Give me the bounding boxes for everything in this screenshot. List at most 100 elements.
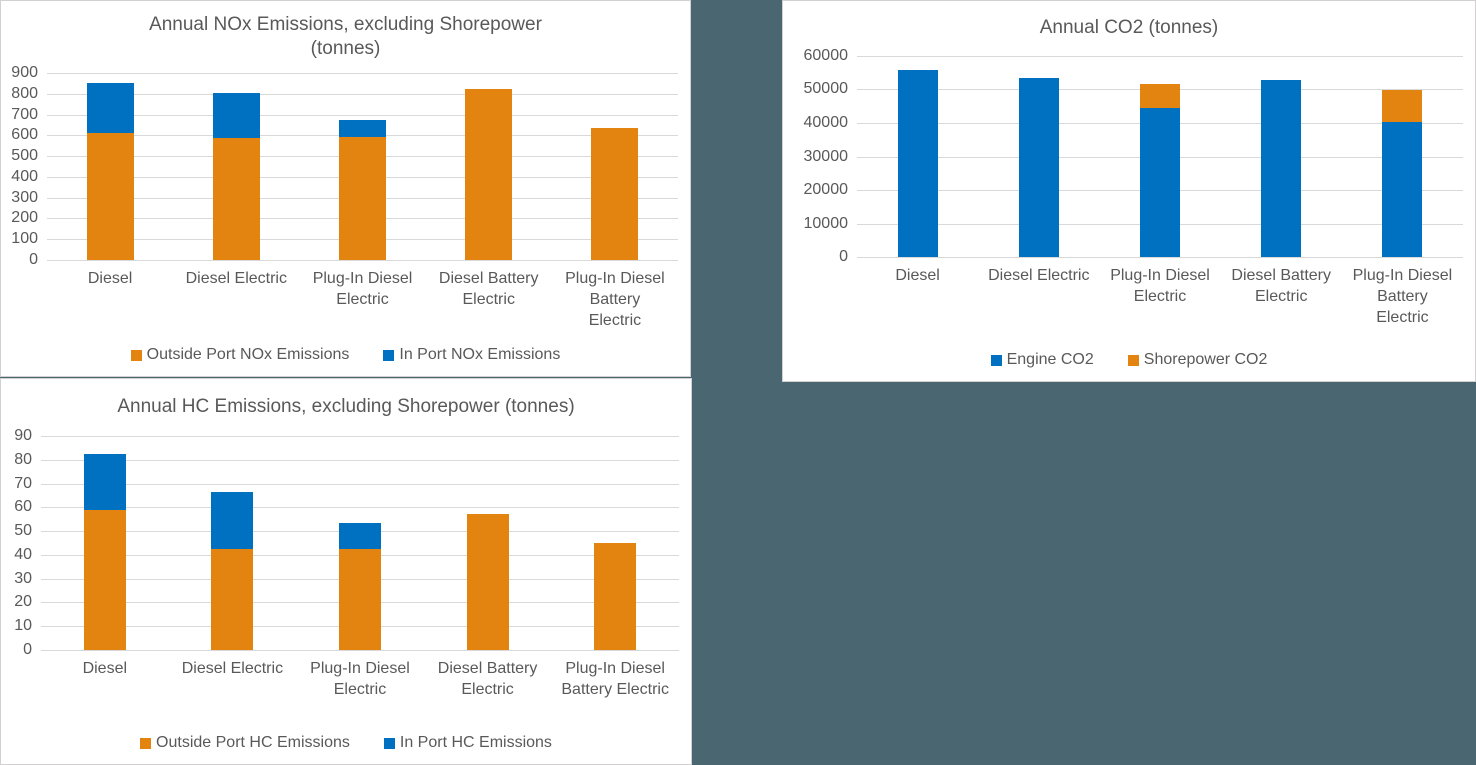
bar-segment <box>1261 80 1302 257</box>
chart-title-line: (tonnes) <box>310 38 381 59</box>
y-axis-tick-label: 20000 <box>803 180 849 198</box>
bar-column <box>47 73 173 260</box>
y-axis-tick-label: 70 <box>14 474 32 492</box>
category-label-line: Electric <box>588 311 642 329</box>
bar-segment <box>594 543 637 650</box>
legend-label: Engine CO2 <box>1006 351 1094 368</box>
stacked-bar <box>86 73 134 260</box>
bar-segment <box>212 138 260 260</box>
legend-swatch-icon <box>383 349 395 361</box>
y-axis-tick-label: 700 <box>11 105 38 123</box>
category-label: Plug-In Diesel Electric <box>296 650 424 724</box>
category-label: Diesel Electric <box>978 257 1099 341</box>
y-axis-tick-label: 600 <box>11 126 38 144</box>
bar-segment <box>83 509 126 650</box>
bars-layer <box>41 436 679 650</box>
category-label-line: Plug-In Diesel <box>1352 267 1453 284</box>
legend-item: Shorepower CO2 <box>1127 351 1268 369</box>
bar-segment <box>465 88 513 260</box>
category-label: Diesel Battery Electric <box>1221 257 1342 341</box>
gridline <box>47 114 678 116</box>
bar-column <box>1342 56 1463 257</box>
category-label-line: Diesel Battery <box>438 270 539 287</box>
category-label-line: Plug-In Diesel <box>565 660 665 677</box>
stacked-bar <box>591 73 639 260</box>
category-label-line: Plug-In Diesel <box>310 660 410 677</box>
y-axis-tick-label: 30000 <box>803 147 849 165</box>
y-axis-tick-label: 300 <box>11 188 38 206</box>
y-axis-tick-label: 200 <box>11 209 38 227</box>
bar-segment <box>1382 89 1423 122</box>
legend-swatch-icon <box>130 349 142 361</box>
x-axis-category-labels: Diesel Diesel Electric Plug-In Diesel Elect… <box>857 257 1475 341</box>
bar-segment <box>1018 78 1059 257</box>
legend-label: In Port NOx Emissions <box>399 346 561 363</box>
stacked-bar <box>1382 56 1423 257</box>
category-label-line: Plug-In Diesel <box>565 270 665 287</box>
plot-area <box>41 436 679 651</box>
stacked-bar <box>211 436 254 650</box>
bar-segment <box>86 133 134 260</box>
bar-segment <box>591 128 639 260</box>
legend-item: In Port NOx Emissions <box>383 346 560 364</box>
legend-item: In Port HC Emissions <box>383 734 552 752</box>
bar-column <box>41 436 169 650</box>
bar-segment <box>339 137 386 260</box>
y-axis-tick-label: 100 <box>11 230 38 248</box>
y-axis: 0 100 200 300 400 500 600 700 800 900 <box>1 64 47 268</box>
y-axis-tick-label: 10000 <box>803 214 849 232</box>
category-label-line: Diesel <box>895 267 940 284</box>
category-label: Plug-In Diesel Battery Electric <box>551 650 679 724</box>
category-label-line: Electric <box>336 290 389 308</box>
bar-column <box>857 56 978 257</box>
bar-segment <box>86 83 134 134</box>
y-axis-tick-label: 500 <box>11 147 38 165</box>
legend-swatch-icon <box>990 354 1002 366</box>
y-axis-tick-label: 40000 <box>803 113 849 131</box>
y-axis-tick-label: 400 <box>11 167 38 185</box>
y-axis-tick-label: 30 <box>14 569 32 587</box>
category-label: Plug-In Diesel Electric <box>299 260 425 336</box>
gridline <box>41 507 679 509</box>
y-axis-tick-label: 10 <box>14 617 32 635</box>
bar-column <box>426 73 552 260</box>
bar-column <box>978 56 1099 257</box>
category-label-line: Plug-In Diesel <box>1110 267 1210 284</box>
chart-title-line: Annual NOx Emissions, excluding Shorepow… <box>149 13 542 35</box>
y-axis-tick-label: 50 <box>14 522 32 540</box>
category-label: Diesel Electric <box>173 260 299 336</box>
category-label-line: Battery Electric <box>561 680 669 698</box>
stacked-bar <box>1140 56 1180 257</box>
y-axis-tick-label: 800 <box>11 84 38 102</box>
y-axis-tick-label: 50000 <box>803 80 849 98</box>
gridline <box>857 56 1463 57</box>
stacked-bar <box>339 73 386 260</box>
legend-label: In Port HC Emissions <box>399 734 552 751</box>
gridline <box>41 459 679 461</box>
gridline <box>41 436 679 437</box>
stacked-bar <box>83 436 126 650</box>
category-label-line: Battery <box>589 290 641 308</box>
category-label-line: Diesel Battery <box>1231 267 1331 284</box>
stacked-bar <box>338 436 381 650</box>
x-axis-category-labels: Diesel Diesel Electric Plug-In Diesel Elect… <box>47 260 690 336</box>
chart-body: 0 10000 20000 30000 40000 50000 60000 <box>783 47 1475 265</box>
category-label-line: Electric <box>333 680 387 698</box>
y-axis-tick-label: 60000 <box>803 47 849 64</box>
hc-emissions-chart-panel: Annual HC Emissions, excluding Shorepowe… <box>0 378 692 765</box>
category-label-line: Plug-In Diesel <box>312 270 413 287</box>
y-axis-tick-label: 0 <box>29 251 38 268</box>
stacked-bar <box>1018 56 1059 257</box>
bar-column <box>169 436 297 650</box>
chart-legend: Outside Port NOx Emissions In Port NOx Em… <box>1 336 690 374</box>
bar-column <box>424 436 552 650</box>
category-label-line: Diesel Electric <box>988 267 1090 284</box>
chart-body: 0 100 200 300 400 500 600 700 800 900 <box>1 64 690 268</box>
category-label-line: Diesel Electric <box>185 270 287 287</box>
bar-segment <box>339 119 386 138</box>
category-label: Diesel Electric <box>169 650 297 724</box>
stacked-bar <box>465 73 513 260</box>
legend-label: Shorepower CO2 <box>1143 351 1268 368</box>
y-axis-tick-label: 80 <box>14 450 32 468</box>
